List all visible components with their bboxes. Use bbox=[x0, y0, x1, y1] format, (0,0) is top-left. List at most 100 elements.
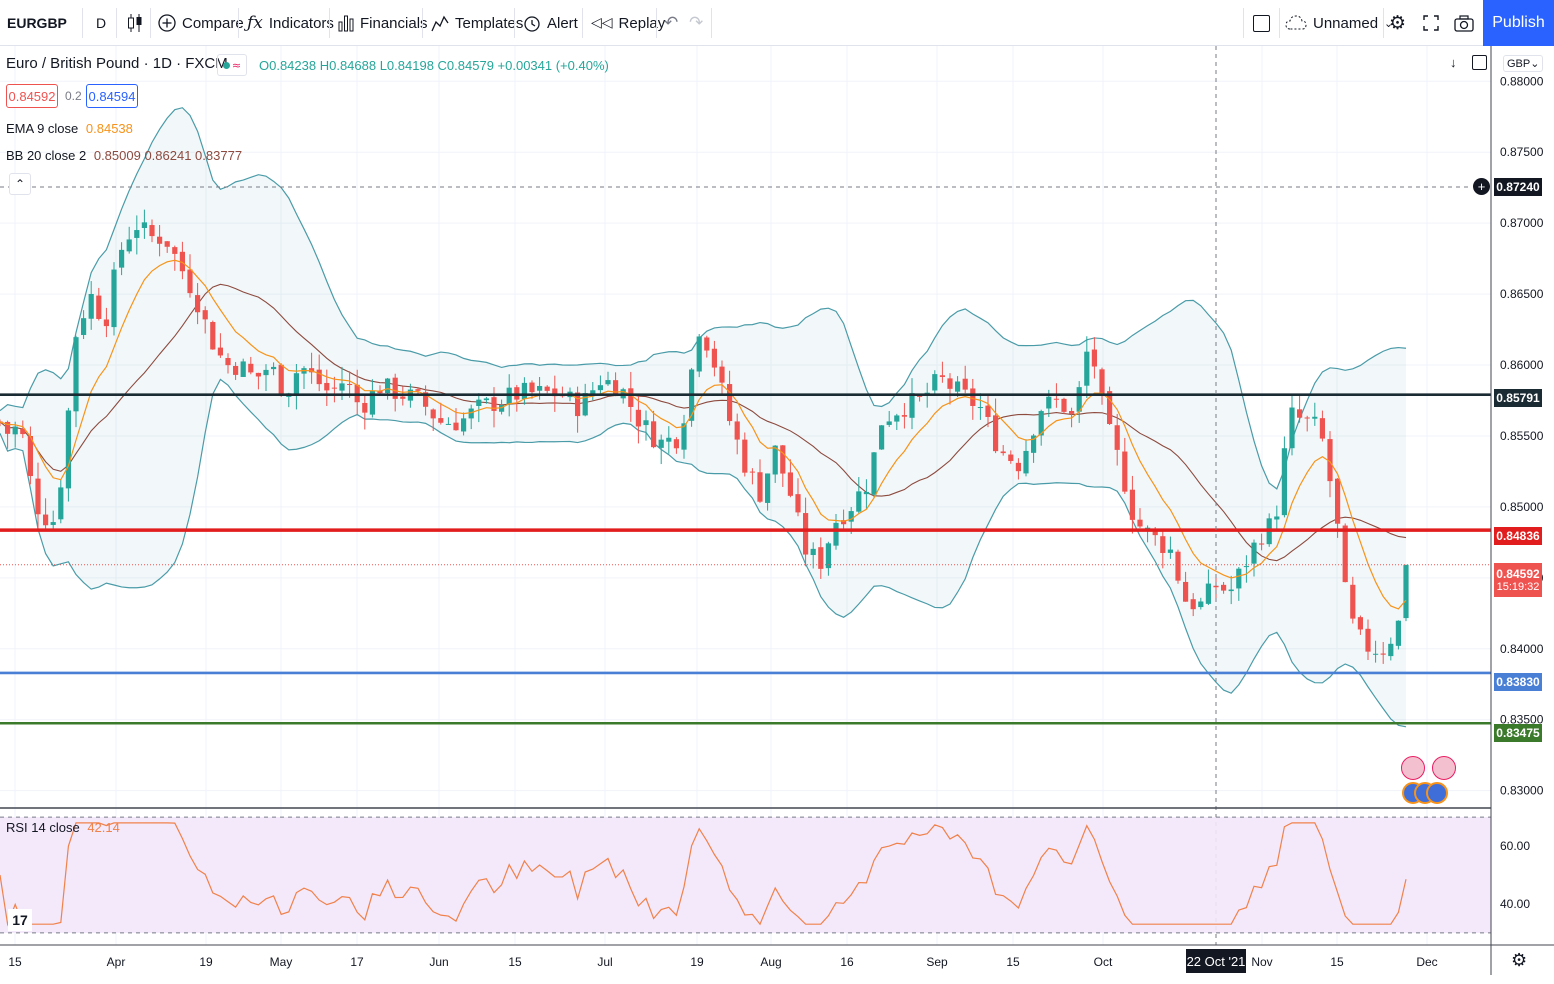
time-tick-label: Apr bbox=[107, 955, 126, 969]
replay-button[interactable]: ◁◁ Replay bbox=[591, 0, 665, 46]
publish-button[interactable]: Publish bbox=[1483, 0, 1554, 46]
bar-countdown: 15:19:32 bbox=[1496, 581, 1540, 593]
undo-button[interactable]: ↶ bbox=[664, 0, 678, 46]
publish-label: Publish bbox=[1492, 14, 1545, 31]
rsi-tick-label: 60.00 bbox=[1500, 839, 1530, 853]
candle-body bbox=[932, 374, 938, 391]
financials-button[interactable]: Financials bbox=[338, 0, 428, 46]
bb-label: BB 20 close 2 bbox=[6, 148, 87, 163]
compare-button[interactable]: Compare bbox=[158, 0, 244, 46]
candle-body bbox=[1061, 398, 1067, 412]
symbol-search[interactable]: EURGBP bbox=[7, 0, 67, 46]
candle-body bbox=[719, 366, 725, 383]
price-chart[interactable]: 0.88000 0.87500 0.87000 0.86500 0.86000 0.855… bbox=[0, 46, 1554, 984]
candle-body bbox=[780, 445, 786, 474]
alert-label: Alert bbox=[547, 14, 578, 32]
bb-basis bbox=[0, 283, 1407, 562]
chevron-down-icon: ⌄ bbox=[1384, 17, 1394, 30]
candle-body bbox=[50, 522, 56, 525]
candle-body bbox=[5, 421, 11, 434]
candle-body bbox=[491, 397, 497, 411]
uk-event-icon[interactable] bbox=[1401, 756, 1425, 780]
candle-body bbox=[1099, 369, 1105, 394]
green-line-price: 0.83475 bbox=[1496, 726, 1540, 740]
candle-body bbox=[1137, 519, 1143, 527]
price-tick-label: 0.85500 bbox=[1500, 429, 1544, 443]
sell-price-button[interactable]: 0.84592 bbox=[6, 84, 58, 108]
candles bbox=[0, 209, 1409, 664]
candle-body bbox=[597, 385, 603, 391]
maximize-pane-icon[interactable] bbox=[1472, 55, 1487, 70]
fullscreen-button[interactable] bbox=[1423, 0, 1439, 46]
candle-body bbox=[438, 418, 444, 423]
bb-legend[interactable]: BB 20 close 2 0.85009 0.86241 0.83777 bbox=[6, 148, 242, 163]
candle-body bbox=[1221, 584, 1227, 591]
candle-body bbox=[1183, 581, 1189, 602]
time-tick-label: Nov bbox=[1251, 955, 1272, 969]
candle-body bbox=[164, 241, 170, 247]
templates-button[interactable]: Templates bbox=[431, 0, 523, 46]
candle-body bbox=[909, 393, 915, 418]
candle-body bbox=[537, 385, 543, 391]
candle-body bbox=[628, 388, 634, 407]
indicators-button[interactable]: ƒx Indicators bbox=[247, 0, 334, 46]
candle-body bbox=[233, 365, 239, 375]
compare-label: Compare bbox=[182, 14, 244, 32]
candle-body bbox=[506, 387, 512, 405]
buy-price-button[interactable]: 0.84594 bbox=[86, 84, 138, 108]
candle-body bbox=[347, 384, 353, 386]
eu-event-icon[interactable] bbox=[1426, 782, 1448, 804]
scroll-down-icon[interactable]: ↓ bbox=[1450, 55, 1457, 70]
uk-event-icon[interactable] bbox=[1432, 756, 1456, 780]
candle-body bbox=[430, 409, 436, 419]
candle-body bbox=[1403, 564, 1409, 619]
candle-body bbox=[172, 247, 178, 254]
candle-body bbox=[727, 384, 733, 422]
candle-body bbox=[1335, 478, 1341, 524]
candle-body bbox=[134, 230, 140, 238]
candle-body bbox=[1031, 435, 1037, 453]
crosshair-price-label: 0.87240 bbox=[1494, 178, 1542, 196]
candle-body bbox=[195, 295, 201, 313]
candle-body bbox=[917, 395, 923, 397]
candle-body bbox=[12, 426, 18, 435]
candle-body bbox=[35, 478, 41, 515]
price-tick-label: 0.86000 bbox=[1500, 358, 1544, 372]
candle-body bbox=[704, 337, 710, 351]
candle-body bbox=[324, 382, 330, 391]
candle-body bbox=[225, 358, 231, 366]
market-status[interactable]: ≈ bbox=[217, 54, 247, 76]
candle-body bbox=[795, 494, 801, 513]
chart-type-button[interactable] bbox=[126, 0, 144, 46]
rsi-legend[interactable]: RSI 14 close 42.14 bbox=[6, 820, 120, 835]
gear-icon[interactable]: ⚙ bbox=[1511, 950, 1528, 970]
snapshot-button[interactable] bbox=[1454, 0, 1474, 46]
alert-button[interactable]: Alert bbox=[523, 0, 578, 46]
candle-body bbox=[65, 410, 71, 489]
candle-body bbox=[993, 415, 999, 452]
settings-button[interactable]: ⚙ bbox=[1389, 0, 1406, 46]
candle-body bbox=[103, 319, 109, 327]
currency-selector[interactable]: GBP⌄ bbox=[1503, 55, 1544, 72]
candle-body bbox=[575, 392, 581, 417]
blue-line-label: 0.83830 bbox=[1494, 673, 1542, 691]
layout-name-button[interactable]: Unnamed ⌄ bbox=[1285, 0, 1393, 46]
add-alert-icon[interactable]: + bbox=[1473, 178, 1490, 195]
ohlc-values: O0.84238 H0.84688 L0.84198 C0.84579 +0.0… bbox=[259, 58, 609, 73]
time-tick-label: 17 bbox=[350, 955, 364, 969]
ema-legend[interactable]: EMA 9 close 0.84538 bbox=[6, 121, 133, 136]
candle-body bbox=[81, 318, 87, 335]
candle-body bbox=[58, 487, 64, 520]
candle-body bbox=[377, 390, 383, 394]
blue-line-price: 0.83830 bbox=[1496, 675, 1540, 689]
interval-button[interactable]: D bbox=[96, 0, 106, 46]
select-layout-checkbox[interactable] bbox=[1253, 0, 1270, 46]
price-tick-label: 0.86500 bbox=[1500, 287, 1544, 301]
symbol-label: EURGBP bbox=[7, 15, 67, 31]
redo-button[interactable]: ↷ bbox=[689, 0, 703, 46]
wave-icon: ≈ bbox=[231, 58, 242, 72]
collapse-legend-button[interactable]: ⌃ bbox=[9, 173, 31, 195]
black-line-price: 0.85791 bbox=[1496, 391, 1540, 405]
candle-body bbox=[787, 472, 793, 496]
candle-body bbox=[666, 437, 672, 442]
